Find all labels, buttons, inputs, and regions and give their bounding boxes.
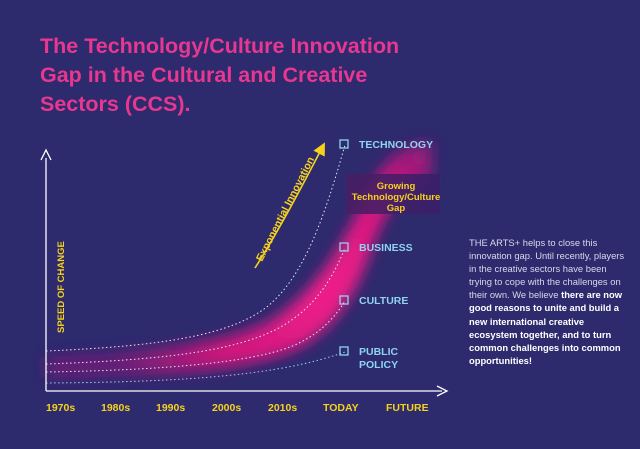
x-tick-labels: 1970s 1980s 1990s 2000s 2010s TODAY FUTU… <box>46 402 429 414</box>
technology-curve <box>45 144 346 352</box>
title-line-1: The Technology/Culture Innovation <box>40 34 400 58</box>
description-highlight: there are now good reasons to unite and … <box>469 289 623 366</box>
x-tick-1990s: 1990s <box>156 402 185 414</box>
x-tick-future: FUTURE <box>386 402 429 414</box>
gap-label-line-1: Growing <box>377 181 416 192</box>
x-tick-today: TODAY <box>323 402 359 414</box>
technology-marker <box>339 139 349 149</box>
gap-label-line-2: Technology/Culture <box>352 192 441 203</box>
business-label: BUSINESS <box>359 242 413 254</box>
x-tick-2010s: 2010s <box>268 402 297 414</box>
title-line-3: Sectors (CCS). <box>40 92 191 116</box>
culture-curve <box>45 300 346 373</box>
public-policy-label-2: POLICY <box>359 359 398 371</box>
description-paragraph: THE ARTS+ helps to close this innovation… <box>469 236 629 367</box>
gap-band <box>346 174 440 214</box>
page-title: The Technology/Culture Innovation Gap in… <box>40 32 480 119</box>
x-tick-1980s: 1980s <box>101 402 130 414</box>
technology-label: TECHNOLOGY <box>359 139 433 151</box>
y-axis-arrow <box>40 148 52 161</box>
y-axis-label: SPEED OF CHANGE <box>56 241 67 333</box>
exponential-innovation-label: Exponential Innovation <box>254 155 317 263</box>
description-intro: THE ARTS+ helps to close this innovation… <box>469 237 625 301</box>
gap-label-line-3: Gap <box>387 203 406 214</box>
business-marker <box>339 242 349 252</box>
public-policy-curve <box>45 351 346 384</box>
public-policy-marker <box>339 346 349 356</box>
business-curve <box>45 247 346 365</box>
title-line-2: Gap in the Cultural and Creative <box>40 63 368 87</box>
x-axis-arrow <box>436 385 449 397</box>
x-tick-2000s: 2000s <box>212 402 241 414</box>
gap-label: Growing Technology/Culture Gap <box>352 181 441 214</box>
public-policy-label: PUBLIC <box>359 346 399 358</box>
innovation-gap-band <box>46 142 432 378</box>
exponential-arrow <box>254 142 325 269</box>
x-tick-1970s: 1970s <box>46 402 75 414</box>
culture-label: CULTURE <box>359 295 408 307</box>
culture-marker <box>339 295 349 305</box>
